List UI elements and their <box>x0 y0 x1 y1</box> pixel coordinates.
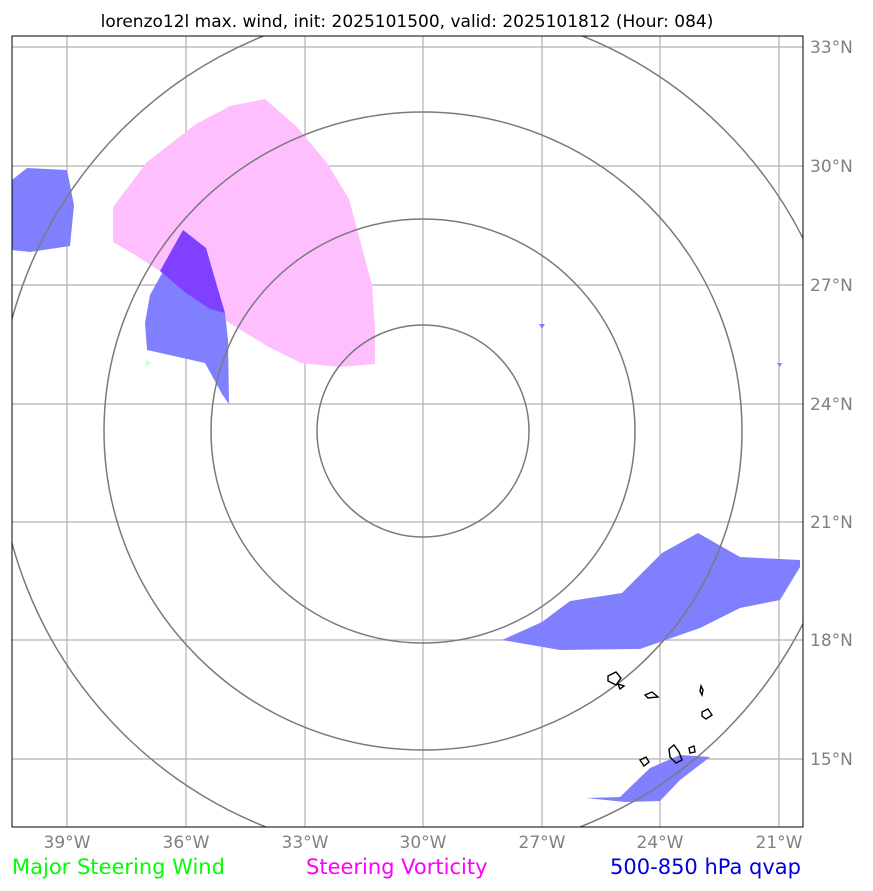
tick-label-15n: 15°N <box>810 750 853 770</box>
qvap-region-west <box>12 168 74 252</box>
island-santo-antao <box>607 671 622 686</box>
legend-steering-wind: Major Steering Wind <box>12 855 225 879</box>
latitude-tick-labels: 33°N 30°N 27°N 24°N 21°N 18°N 15°N <box>810 38 853 770</box>
distance-rings <box>12 36 803 827</box>
legend: Major Steering Wind Steering Vorticity 5… <box>12 855 801 879</box>
tick-label-27w: 27°W <box>519 833 566 853</box>
distance-ring-3 <box>103 111 743 751</box>
coastlines-cape-verde <box>607 671 713 768</box>
plot-frame <box>11 35 804 828</box>
plot-area <box>12 36 803 827</box>
island-sao-nicolau <box>643 691 660 699</box>
qvap-region-east <box>502 533 800 650</box>
island-santiago <box>668 743 683 764</box>
distance-ring-1 <box>316 324 530 538</box>
tick-label-33w: 33°W <box>282 833 329 853</box>
qvap-region-southeast <box>586 755 710 802</box>
longitude-gridlines <box>66 36 780 827</box>
qvap-overlap-region <box>160 230 225 313</box>
tick-label-27n: 27°N <box>810 276 853 296</box>
tick-label-24n: 24°N <box>810 395 853 415</box>
tick-label-33n: 33°N <box>810 38 853 58</box>
tick-label-39w: 39°W <box>44 833 91 853</box>
island-boa-vista <box>701 708 713 720</box>
figure-title: lorenzo12l max. wind, init: 2025101500, … <box>101 12 714 32</box>
tick-label-24w: 24°W <box>637 833 684 853</box>
island-sal <box>699 683 704 698</box>
island-fogo <box>638 756 650 768</box>
qvap-speck-27w <box>539 324 545 329</box>
qvap-speck-21w <box>777 363 782 367</box>
island-maio <box>688 745 696 754</box>
tick-label-21w: 21°W <box>756 833 803 853</box>
legend-qvap: 500-850 hPa qvap <box>610 855 801 879</box>
steering-wind-speck <box>145 360 152 366</box>
plot-background <box>12 36 803 827</box>
longitude-tick-labels: 39°W 36°W 33°W 30°W 27°W 24°W 21°W <box>44 833 803 853</box>
distance-ring-2 <box>210 218 636 644</box>
tick-label-18n: 18°N <box>810 631 853 651</box>
tick-label-36w: 36°W <box>163 833 210 853</box>
tick-label-30n: 30°N <box>810 157 853 177</box>
legend-steering-vorticity: Steering Vorticity <box>306 855 488 879</box>
tick-label-21n: 21°N <box>810 513 853 533</box>
latitude-gridlines <box>12 46 803 760</box>
steering-vorticity-region <box>113 99 375 367</box>
tick-label-30w: 30°W <box>400 833 447 853</box>
island-sao-vicente <box>616 682 626 691</box>
